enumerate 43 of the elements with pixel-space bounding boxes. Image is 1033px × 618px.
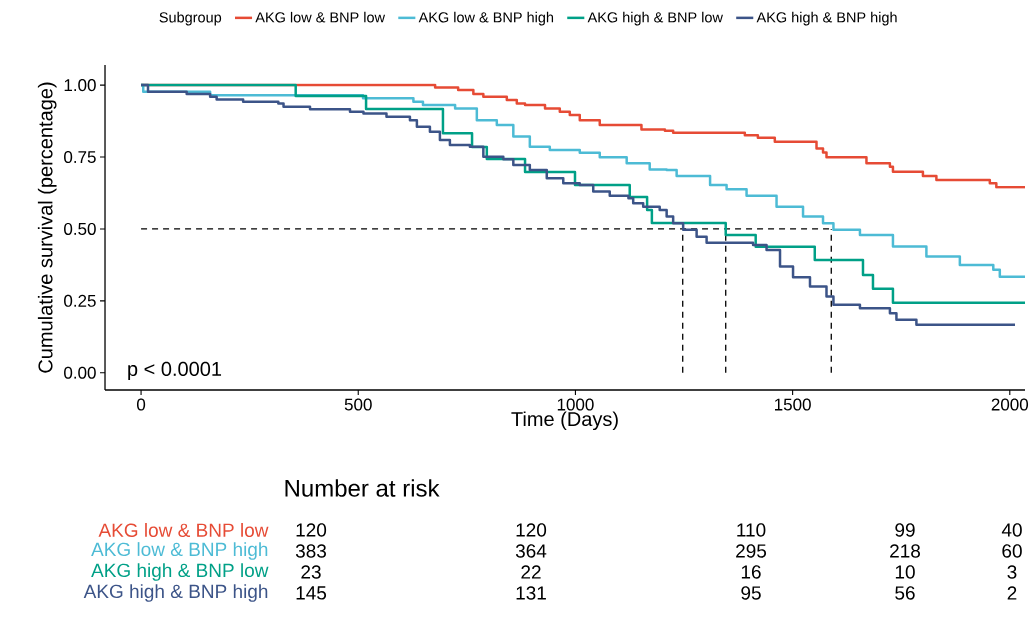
text: 22	[521, 565, 541, 579]
text: AKG low & BNP high	[91, 542, 268, 560]
text: 60	[1002, 544, 1022, 558]
text: 295	[736, 544, 767, 558]
text: 2	[1007, 586, 1017, 600]
text: 3	[1007, 565, 1017, 579]
x-tick-label: 2000	[991, 398, 1029, 411]
text: 131	[516, 586, 546, 600]
y-tick-label: 0.25	[64, 294, 96, 307]
legend-label: AKG low & BNP high	[418, 11, 554, 26]
text: AKG high & BNP high	[83, 584, 268, 602]
text: 120	[516, 523, 547, 537]
text: AKG high & BNP low	[91, 563, 269, 581]
annotation: p < 0.0001	[128, 361, 222, 380]
text: 16	[741, 565, 761, 579]
text: 383	[295, 544, 327, 558]
text: 120	[296, 523, 327, 537]
x-tick-label: 0	[136, 398, 146, 411]
x-tick-label: 1000	[557, 398, 594, 411]
y-axis-title: Cumulative survival (percentage)	[37, 82, 57, 373]
text: AKG low & BNP low	[98, 523, 269, 537]
text: 56	[895, 586, 915, 600]
text: 10	[895, 565, 915, 579]
y-tick-label: 1.00	[64, 79, 96, 92]
text: 23	[301, 565, 321, 579]
legend-title: Subgroup	[159, 11, 222, 26]
y-tick-label: 0.75	[64, 151, 96, 164]
legend-label: AKG high & BNP high	[756, 11, 897, 26]
text: 99	[895, 523, 915, 537]
text: 40	[1001, 523, 1022, 537]
text: 218	[890, 544, 921, 558]
text: 145	[296, 586, 327, 600]
text: 95	[741, 586, 761, 600]
x-tick-label: 1500	[775, 398, 811, 411]
y-tick-label: 0.50	[64, 222, 96, 235]
legend-label: AKG low & BNP low	[255, 11, 386, 23]
legend-label: AKG high & BNP low	[587, 11, 723, 26]
y-tick-label: 0.00	[64, 366, 96, 379]
text: Number at risk	[285, 479, 440, 497]
text: 364	[515, 544, 547, 558]
x-tick-label: 500	[344, 398, 372, 411]
text: 110	[737, 523, 766, 537]
x-axis-title: Time (Days)	[511, 411, 618, 431]
